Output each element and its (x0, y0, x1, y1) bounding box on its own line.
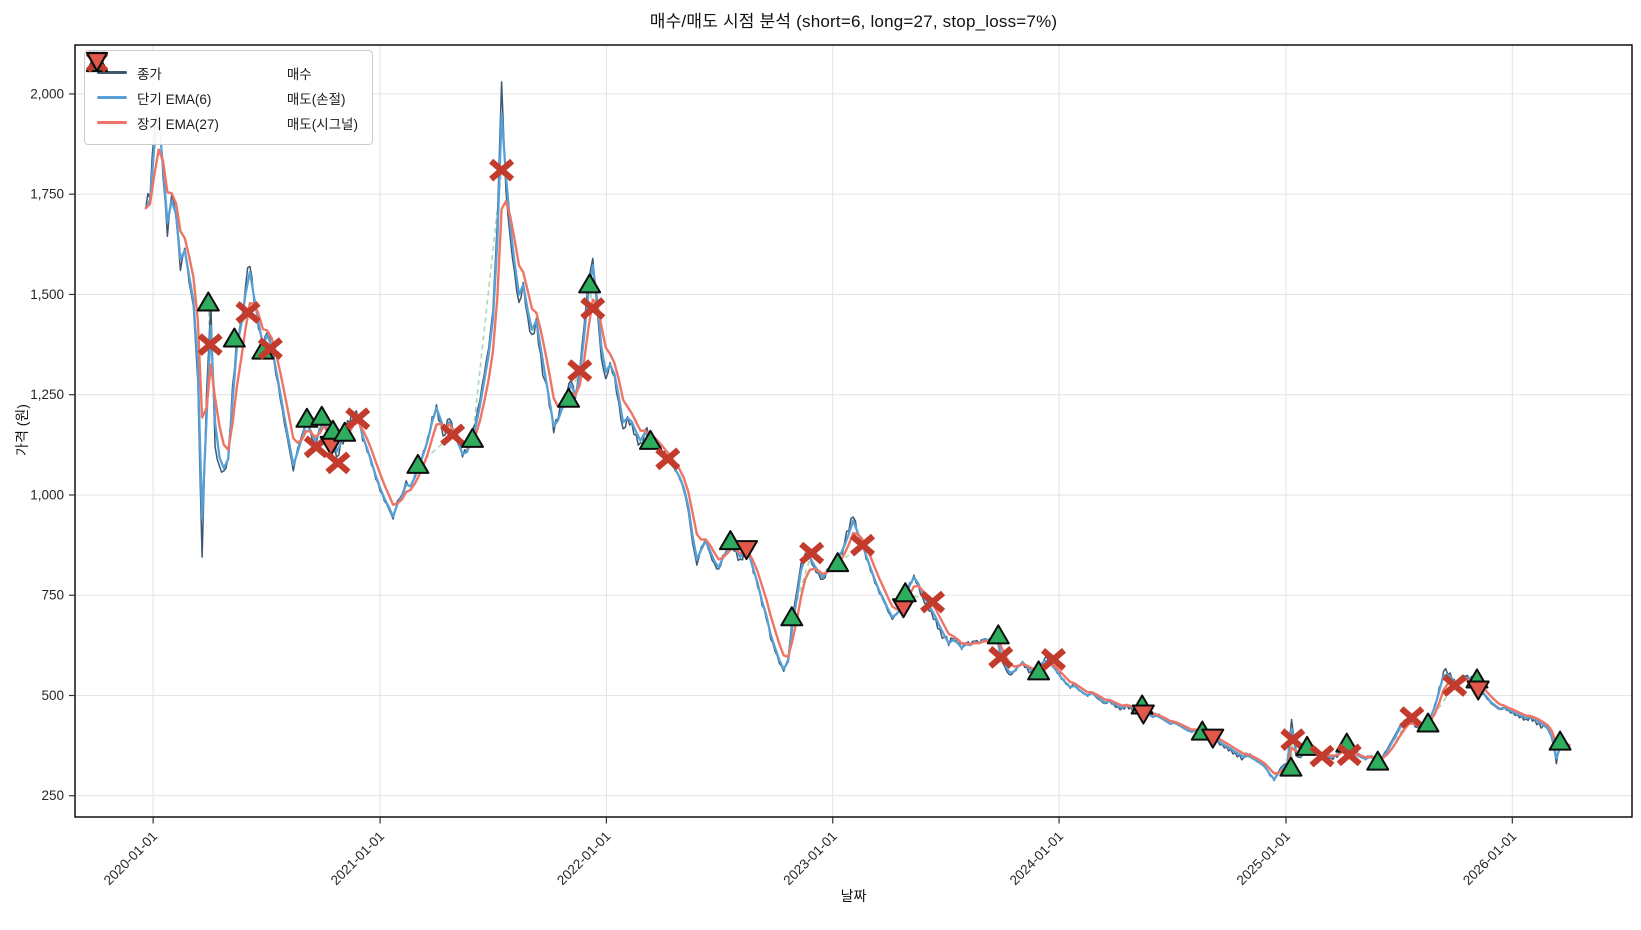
y-tick-label: 2,000 (30, 86, 64, 101)
legend-item-label: 종가 (137, 66, 162, 82)
buy-marker (1027, 660, 1051, 681)
legend-item-label: 매수 (286, 66, 312, 82)
buy-marker (460, 427, 484, 448)
gridlines (75, 45, 1632, 817)
stop-loss-marker (655, 447, 681, 471)
buy-marker (557, 387, 581, 408)
buy-marker (780, 606, 804, 627)
y-tick-label: 250 (41, 788, 64, 803)
buy-marker (1279, 756, 1303, 777)
stop-loss-marker (849, 533, 876, 557)
legend-item: 매수 (85, 51, 358, 84)
legend-item: 장기 EMA(27) (97, 113, 219, 133)
legend-item-label: 단기 EMA(6) (137, 91, 212, 107)
legend-item-label: 매도(시그널) (286, 116, 358, 132)
buy-marker (406, 453, 430, 474)
x-tick-label: 2023-01-01 (780, 829, 839, 888)
signal-sell-marker (1466, 680, 1490, 701)
buy-sell-connector (471, 170, 503, 439)
long-ema-line (144, 148, 1571, 775)
x-tick-label: 2020-01-01 (101, 829, 160, 888)
buy-triangle-icon (85, 51, 277, 84)
stop-loss-marker (1309, 744, 1335, 768)
x-tick-label: 2022-01-01 (554, 829, 613, 888)
legend-item: 매도(시그널) (85, 51, 358, 134)
buy-marker (893, 582, 917, 603)
stop-loss-marker (257, 337, 283, 360)
buy-marker (310, 405, 334, 426)
stop-loss-marker (345, 407, 371, 431)
legend-item: 종가 (97, 63, 219, 83)
axis-ticks (69, 93, 1513, 824)
stop-loss-marker (325, 451, 351, 475)
legend-item-label: 매도(손절) (286, 91, 346, 107)
legend-line-swatch-icon (97, 96, 127, 99)
stop-loss-marker (799, 541, 825, 565)
buy-marker (718, 530, 742, 551)
stop-loss-marker (988, 646, 1014, 669)
sell-signal-triangle-icon (85, 51, 277, 134)
stop-loss-marker (567, 359, 593, 382)
stop-loss-marker (440, 423, 466, 447)
buy-marker (1548, 730, 1572, 751)
stop-loss-marker (1040, 648, 1066, 671)
legend-item-label: 장기 EMA(27) (137, 116, 219, 132)
buy-marker (638, 429, 662, 450)
stop-loss-x-icon (85, 51, 277, 109)
short-ema-line (144, 112, 1571, 781)
y-tick-label: 750 (41, 588, 64, 603)
buy-marker (578, 273, 602, 294)
stop-loss-marker (1442, 674, 1468, 697)
y-tick-label: 1,750 (30, 187, 64, 202)
legend-item: 매도(손절) (85, 51, 358, 109)
legend-line-swatch-icon (97, 71, 127, 74)
x-tick-label: 2024-01-01 (1007, 829, 1066, 888)
y-tick-label: 1,500 (30, 287, 64, 302)
x-tick-label: 2021-01-01 (328, 829, 387, 888)
buy-marker (196, 291, 220, 312)
close-series-line (144, 81, 1571, 782)
chart-title: 매수/매도 시점 분석 (short=6, long=27, stop_loss… (649, 12, 1058, 31)
trade-markers (196, 158, 1572, 777)
buy-marker (1366, 750, 1390, 771)
x-tick-label: 2026-01-01 (1460, 829, 1519, 888)
buy-marker (1416, 712, 1440, 733)
stop-loss-marker (1399, 706, 1425, 729)
y-tick-label: 500 (41, 688, 64, 703)
signal-sell-marker (1131, 704, 1155, 725)
stop-loss-marker (580, 297, 606, 320)
stop-loss-marker (1280, 728, 1306, 751)
x-axis-label: 날짜 (840, 888, 867, 904)
signal-sell-marker (735, 540, 759, 561)
plot-border (74, 44, 1633, 818)
legend-item: 단기 EMA(6) (97, 88, 219, 108)
stop-loss-marker (1336, 743, 1362, 767)
x-tick-label: 2025-01-01 (1234, 829, 1293, 888)
trade-connectors (207, 170, 1480, 768)
buy-marker (333, 421, 357, 442)
legend-line-swatch-icon (97, 121, 127, 124)
y-tick-label: 1,000 (30, 487, 64, 502)
y-axis-label: 가격 (원) (14, 404, 30, 456)
buy-marker (986, 624, 1010, 645)
stop-loss-marker (920, 590, 946, 614)
y-tick-label: 1,250 (30, 387, 64, 402)
buy-marker (826, 552, 850, 573)
stop-loss-marker (197, 333, 223, 356)
signal-sell-marker (1201, 728, 1225, 749)
stop-loss-marker (489, 158, 515, 182)
buy-marker (222, 327, 246, 348)
stop-loss-marker (235, 301, 261, 324)
